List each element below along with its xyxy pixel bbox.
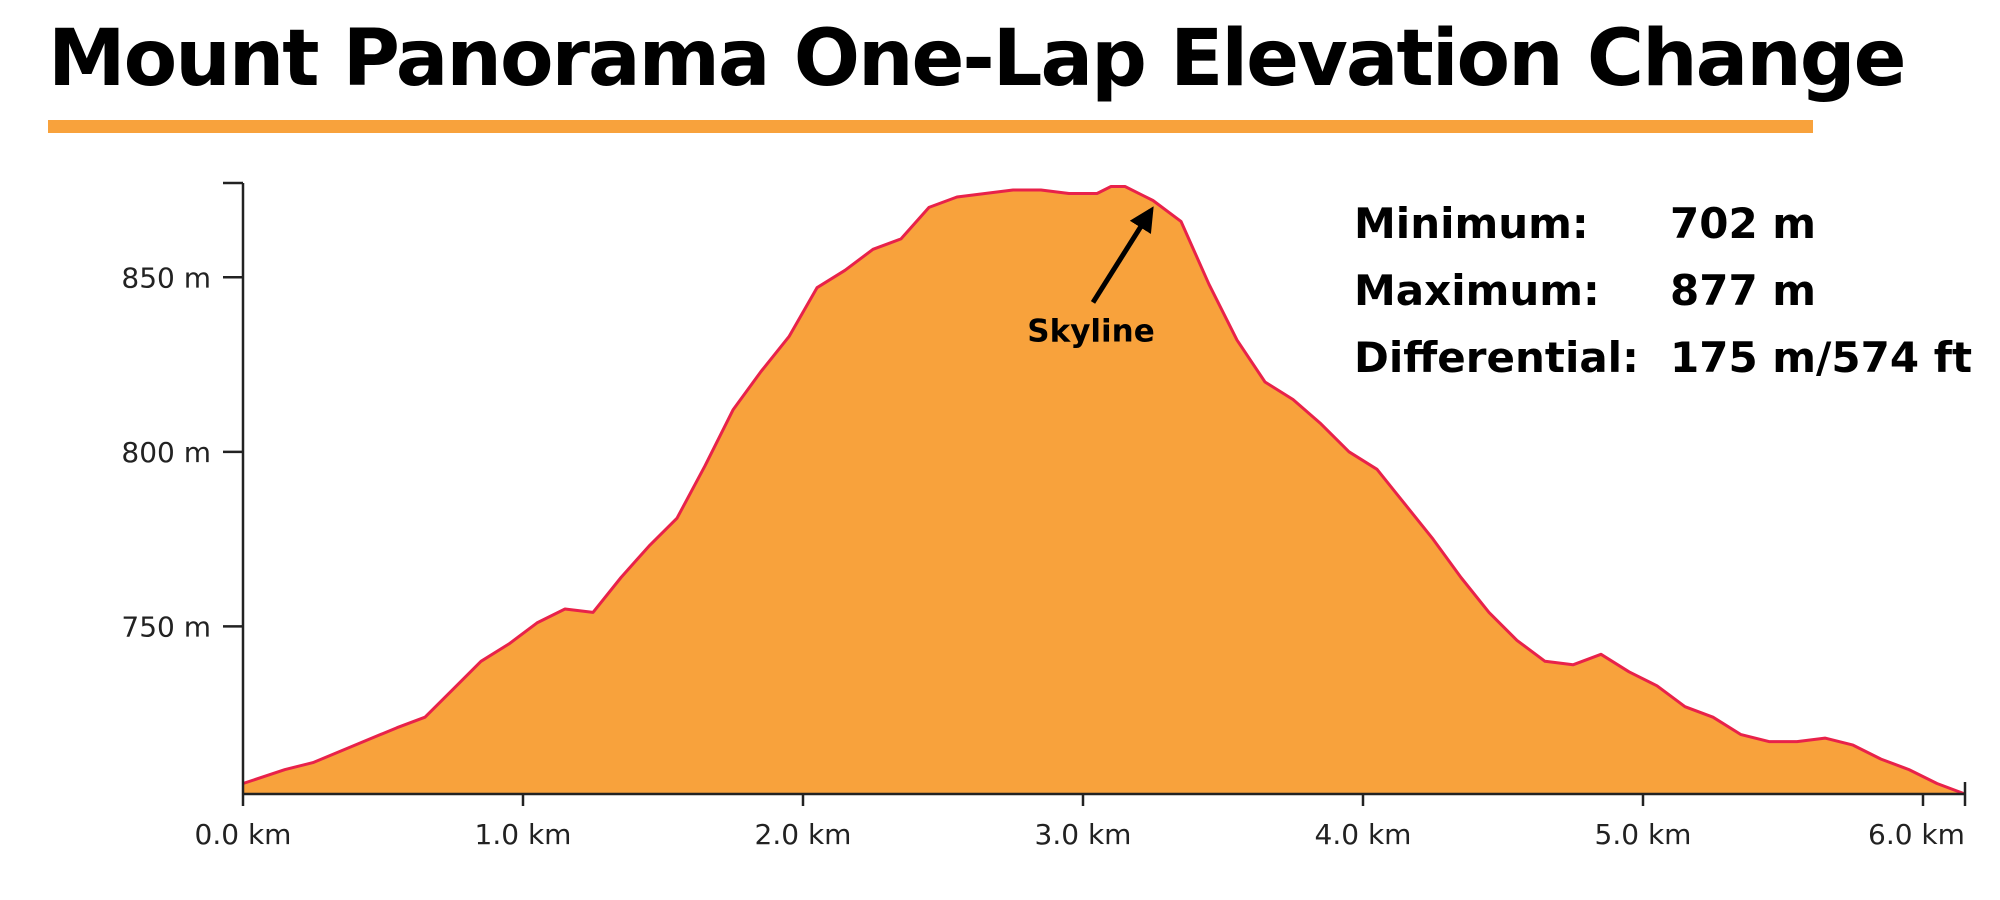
- stats-panel: Minimum: 702 m Maximum: 877 m Differenti…: [1354, 199, 1972, 382]
- title-underline: [48, 120, 1813, 133]
- stats-value-maximum: 877 m: [1670, 266, 1816, 315]
- x-tick-label: 6.0 km: [1868, 818, 1965, 851]
- x-tick-label: 1.0 km: [475, 818, 572, 851]
- elevation-area: [243, 186, 1965, 794]
- y-tick-label: 850 m: [121, 261, 211, 294]
- x-tick-label: 4.0 km: [1315, 818, 1412, 851]
- stats-value-minimum: 702 m: [1670, 199, 1816, 248]
- x-tick-label: 5.0 km: [1595, 818, 1692, 851]
- x-tick-label: 0.0 km: [195, 818, 292, 851]
- stats-label-minimum: Minimum:: [1354, 199, 1589, 248]
- x-tick-label: 3.0 km: [1035, 818, 1132, 851]
- elevation-line: [242, 185, 1966, 796]
- y-tick-label: 800 m: [121, 436, 211, 469]
- y-tick-label: 750 m: [121, 610, 211, 643]
- page-title: Mount Panorama One-Lap Elevation Change: [48, 14, 1906, 104]
- stats-label-maximum: Maximum:: [1354, 266, 1600, 315]
- stats-label-differential: Differential:: [1354, 333, 1639, 382]
- x-tick-label: 2.0 km: [755, 818, 852, 851]
- stats-value-differential: 175 m/574 ft: [1670, 333, 1972, 382]
- skyline-arrow: [1090, 206, 1154, 304]
- skyline-label: Skyline: [1027, 313, 1155, 349]
